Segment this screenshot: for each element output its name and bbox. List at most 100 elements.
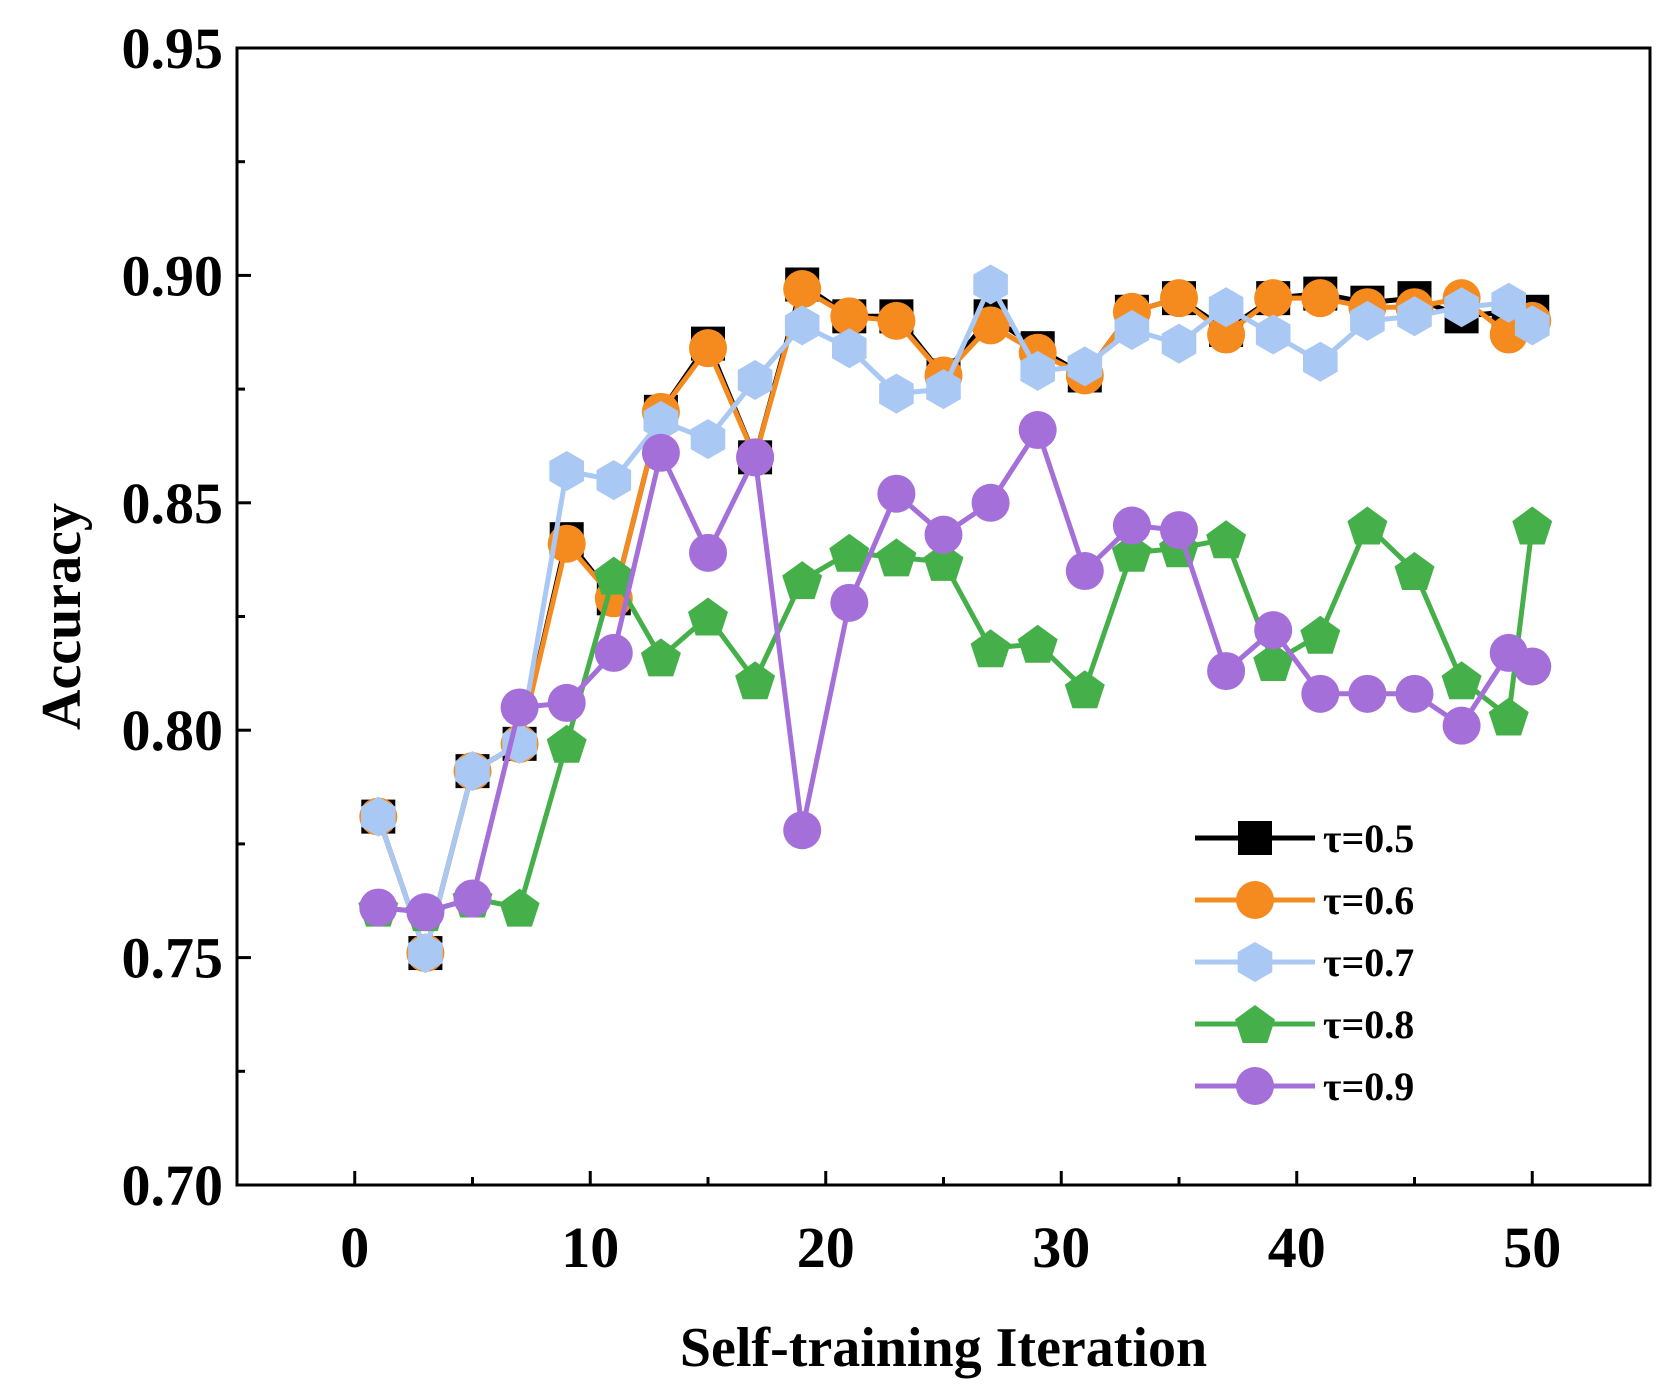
data-point [1491,282,1526,323]
x-tick-label: 0 [340,1215,369,1280]
series-τ=0.6 [359,270,1552,973]
x-tick-label: 50 [1503,1215,1561,1280]
data-point [688,597,728,636]
data-point [1513,647,1552,686]
data-point [455,751,490,792]
data-point [783,811,822,850]
legend-item: τ=0.5 [1195,816,1414,861]
x-axis-title: Self-training Iteration [680,1317,1207,1379]
series-τ=0.8 [358,506,1553,932]
data-point [1514,305,1550,346]
data-point [689,533,727,572]
data-point [1444,287,1479,328]
data-point [1350,300,1385,341]
data-point [924,515,963,554]
data-point [876,538,917,577]
legend-label: τ=0.6 [1323,878,1414,923]
data-point [641,433,680,472]
data-point [1111,533,1152,572]
legend-marker [1236,881,1274,919]
data-point [830,297,869,336]
data-point [1347,506,1388,545]
data-point [923,542,964,581]
legend-item: τ=0.9 [1195,1064,1414,1109]
series-τ=0.9 [359,411,1552,932]
y-tick-label: 0.70 [122,1153,224,1218]
data-point [784,305,820,346]
legend-item: τ=0.6 [1195,878,1414,923]
data-point [1114,310,1150,350]
data-point [549,451,584,491]
data-point [499,888,540,927]
data-point [690,419,726,460]
data-point [596,460,632,501]
data-point [1254,611,1293,650]
legend-marker [1237,942,1273,982]
data-point [879,373,914,414]
data-point [1301,279,1340,318]
data-point [1395,674,1434,713]
x-tick-label: 30 [1032,1215,1090,1280]
data-point [973,264,1008,305]
y-tick-label: 0.90 [122,243,224,308]
data-point [640,638,681,677]
data-point [1018,411,1057,450]
axes: 0 10 20 30 40 50 0.70 0.75 0.80 0.85 0.90 0.95 [122,16,1562,1280]
data-point [689,329,727,368]
data-point [829,533,870,572]
data-point [406,893,445,932]
y-tick-label: 0.75 [122,926,224,991]
data-point [1303,341,1338,382]
data-point [1065,552,1104,591]
data-point [1067,346,1103,387]
data-point [783,270,822,309]
legend-item: τ=0.8 [1195,1002,1414,1047]
data-point [594,633,633,672]
data-point [1161,323,1197,364]
data-point [1208,287,1244,328]
data-point [737,360,773,400]
data-point [547,683,586,722]
y-tick-label: 0.80 [122,698,224,763]
data-point [830,583,869,622]
data-point [971,306,1010,345]
data-point [1017,624,1058,663]
data-point [1160,511,1198,550]
legend-label: τ=0.9 [1323,1064,1414,1109]
data-point [735,661,776,700]
data-point [1112,506,1151,545]
legend: τ=0.5 τ=0.6 τ=0.7 τ=0.8 τ=0.9 [1195,816,1414,1109]
data-point [970,629,1011,668]
data-point [1348,674,1387,713]
legend-label: τ=0.7 [1323,940,1414,985]
x-tick-label: 20 [797,1215,855,1280]
data-point [971,483,1010,522]
data-point [736,438,775,477]
data-point [1207,652,1246,691]
data-point [1441,661,1482,700]
y-tick-label: 0.85 [122,471,224,536]
data-point [546,724,587,763]
data-point [1397,296,1432,337]
data-point [1442,706,1481,745]
data-point [877,474,916,513]
plot-frame [235,46,1652,1187]
data-point [1207,315,1246,354]
data-point [408,933,443,974]
data-point [1160,279,1198,318]
data-point [1394,552,1435,590]
data-point [782,561,823,600]
legend-label: τ=0.8 [1323,1002,1414,1047]
data-point [1064,670,1105,709]
data-point [1512,506,1553,545]
data-point [1488,697,1529,736]
legend-label: τ=0.5 [1323,816,1414,861]
data-point [361,796,396,837]
data-point [643,400,679,441]
data-point [832,328,867,369]
legend-item: τ=0.7 [1195,940,1414,985]
series-group [358,264,1553,974]
legend-marker [1235,1005,1275,1043]
data-point [926,369,961,410]
